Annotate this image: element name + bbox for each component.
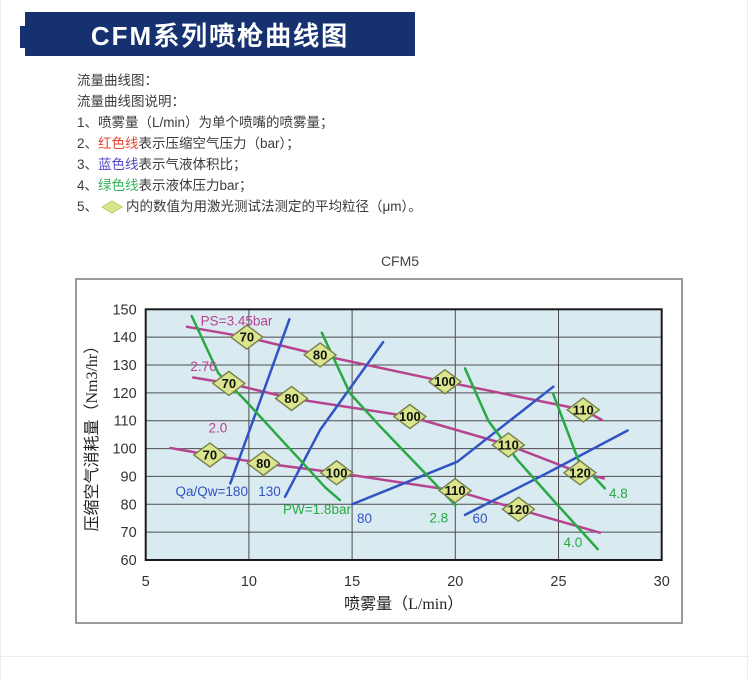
y-tick-label: 80 bbox=[121, 497, 137, 513]
particle-size-diamond bbox=[491, 432, 526, 458]
particle-size-diamond bbox=[437, 477, 473, 504]
flow-curve-chart: 70 80 100 110 70 80 100 110 120 70 80 100 110 120 PS=3… bbox=[83, 302, 670, 613]
x-tick-label: 10 bbox=[241, 574, 257, 590]
series-line-liquid-pressure bbox=[552, 393, 607, 490]
series-label: 4.0 bbox=[564, 535, 583, 550]
legend-line: 1、喷雾量（L/min）为单个喷嘴的喷雾量； bbox=[77, 112, 422, 133]
series-label: 60 bbox=[473, 511, 488, 526]
x-axis-title: 喷雾量（L/min） bbox=[344, 595, 463, 613]
series-label: 4.8 bbox=[609, 486, 628, 501]
page-left-border bbox=[0, 0, 1, 680]
y-axis-title: 压缩空气消耗量（Nm3/hr） bbox=[83, 338, 101, 532]
legend-text: 绿色线 bbox=[98, 178, 139, 193]
series-label: 2.0 bbox=[209, 420, 228, 435]
legend-line: 3、 蓝色线 表示气液体积比； bbox=[77, 154, 422, 175]
particle-size-value: 120 bbox=[569, 465, 591, 480]
series-label: 80 bbox=[357, 511, 372, 526]
particle-size-diamond bbox=[319, 459, 354, 486]
legend-text: 蓝色线 bbox=[98, 157, 139, 172]
particle-size-diamond bbox=[211, 370, 247, 397]
legend-text: 4、 bbox=[77, 178, 99, 193]
particle-size-value: 110 bbox=[498, 437, 519, 452]
particle-size-diamond bbox=[192, 442, 228, 468]
legend-line: 流量曲线图说明： bbox=[77, 91, 422, 112]
legend-text: 表示液体压力bar； bbox=[138, 178, 253, 193]
particle-size-value: 80 bbox=[284, 391, 298, 406]
particle-size-diamond bbox=[501, 496, 536, 523]
legend-text: 3、 bbox=[77, 157, 99, 172]
y-tick-label: 150 bbox=[112, 302, 136, 318]
legend-text: 1、喷雾量（L/min）为单个喷嘴的喷雾量； bbox=[77, 115, 334, 130]
legend-text: 表示压缩空气压力（bar）； bbox=[138, 136, 300, 151]
legend-text: 流量曲线图： bbox=[77, 73, 158, 88]
series-line-air-liquid-ratio bbox=[463, 429, 629, 517]
y-tick-label: 60 bbox=[121, 553, 137, 569]
particle-size-diamond bbox=[392, 403, 428, 430]
particle-size-value: 70 bbox=[203, 447, 217, 462]
series-label: 2.76 bbox=[190, 359, 216, 374]
series-label: Qa/Qw=180 bbox=[176, 484, 248, 499]
legend-line: 4、 绿色线 表示液体压力bar； bbox=[77, 175, 422, 196]
legend-text: 红色线 bbox=[98, 136, 139, 151]
series-line-air-liquid-ratio bbox=[283, 340, 385, 499]
series-label: 2.8 bbox=[429, 511, 448, 526]
particle-size-value: 120 bbox=[508, 502, 530, 517]
x-tick-label: 25 bbox=[550, 574, 566, 590]
y-tick-label: 100 bbox=[112, 442, 136, 458]
particle-size-value: 100 bbox=[326, 465, 348, 480]
legend-text: 5、 bbox=[77, 199, 99, 214]
y-tick-label: 110 bbox=[114, 414, 137, 430]
particle-size-diamond bbox=[302, 342, 338, 368]
particle-size-diamond bbox=[562, 459, 598, 486]
legend-line: 2、 红色线 表示压缩空气压力（bar）； bbox=[77, 133, 422, 154]
x-tick-label: 15 bbox=[344, 574, 360, 590]
legend-notes: 流量曲线图： 流量曲线图说明： 1、喷雾量（L/min）为单个喷嘴的喷雾量； 2、 红色… bbox=[77, 70, 422, 217]
plot-area bbox=[145, 309, 662, 560]
series-label: PW=1.8bar bbox=[283, 502, 351, 517]
page-right-border bbox=[747, 0, 748, 680]
particle-size-diamond bbox=[246, 450, 281, 477]
legend-text: 表示气液体积比； bbox=[138, 157, 247, 172]
plot-border bbox=[144, 308, 663, 561]
y-tick-label: 70 bbox=[121, 525, 137, 541]
series-line-air-liquid-ratio bbox=[229, 318, 291, 485]
chart-title: CFM5 bbox=[380, 253, 420, 269]
y-tick-label: 140 bbox=[112, 330, 136, 346]
particle-size-diamond bbox=[427, 368, 463, 395]
series-line-liquid-pressure bbox=[463, 367, 599, 551]
legend-text: 2、 bbox=[77, 136, 99, 151]
legend-line: 流量曲线图： bbox=[77, 70, 422, 91]
series-line-air-liquid-ratio bbox=[350, 385, 555, 506]
page-header: CFM系列喷枪曲线图 bbox=[25, 12, 415, 56]
series-line-liquid-pressure bbox=[190, 314, 342, 502]
x-tick-label: 30 bbox=[654, 574, 670, 590]
y-tick-label: 120 bbox=[112, 386, 136, 402]
x-tick-label: 5 bbox=[142, 574, 150, 590]
legend-text: 内的数值为用激光测试法测定的平均粒径（μm）。 bbox=[126, 199, 422, 214]
page-title: CFM系列喷枪曲线图 bbox=[90, 20, 350, 51]
y-tick-label: 90 bbox=[121, 469, 137, 485]
legend-line: 5、 内的数值为用激光测试法测定的平均粒径（μm）。 bbox=[77, 196, 422, 217]
particle-size-diamond bbox=[274, 385, 309, 412]
header-notch bbox=[20, 26, 25, 48]
particle-size-value: 70 bbox=[240, 330, 254, 345]
page-bottom-divider bbox=[0, 656, 750, 657]
chart-box: 70 80 100 110 70 80 100 110 120 70 80 100 110 120 PS=3… bbox=[75, 278, 683, 624]
y-tick-label: 130 bbox=[112, 358, 136, 374]
particle-size-value: 100 bbox=[399, 409, 421, 424]
particle-size-value: 80 bbox=[313, 347, 327, 362]
particle-size-value: 80 bbox=[256, 456, 270, 471]
diamond-marker-icon bbox=[101, 199, 123, 214]
series-label: PS=3.45bar bbox=[201, 313, 273, 328]
particle-size-diamond bbox=[566, 396, 601, 423]
particle-size-value: 100 bbox=[434, 374, 456, 389]
particle-size-value: 110 bbox=[573, 402, 594, 417]
particle-size-diamond bbox=[229, 324, 265, 351]
series-label: 130 bbox=[258, 484, 281, 499]
x-tick-label: 20 bbox=[447, 574, 463, 590]
series-line-liquid-pressure bbox=[320, 331, 457, 507]
particle-size-value: 70 bbox=[222, 376, 236, 391]
particle-size-value: 110 bbox=[445, 483, 466, 498]
legend-text: 流量曲线图说明： bbox=[77, 94, 185, 109]
